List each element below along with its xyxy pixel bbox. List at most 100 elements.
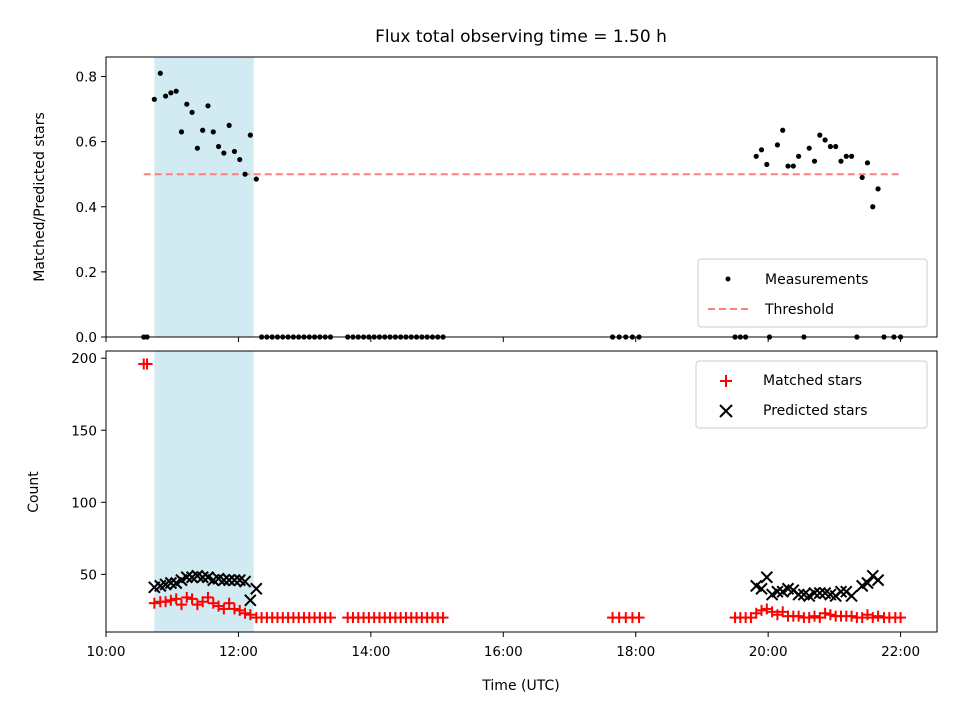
predicted-point-42: [871, 573, 885, 587]
measurement-point-77: [827, 143, 833, 150]
legend-predicted-marker: [719, 404, 733, 418]
matched-point-8: [181, 591, 193, 603]
panel-ratio-y-tick-label-0: 0.0: [76, 330, 97, 346]
panel-count-marks: [138, 358, 907, 624]
measurement-point-20: [247, 132, 253, 138]
matched-point-1: [141, 358, 153, 370]
panel-count-x-axis: 10:00 12:00 14:00 16:00 18:00 20:00 22:00: [87, 632, 920, 660]
panel-ratio-legend: Measurements Threshold: [697, 258, 928, 328]
panel-ratio-ylabel: Matched/Predicted stars: [32, 112, 48, 282]
measurement-point-2: [151, 96, 157, 102]
matched-point-12: [202, 591, 214, 603]
measurement-point-12: [205, 103, 211, 109]
measurement-point-83: [859, 174, 865, 181]
matched-point-77: [819, 607, 831, 619]
matched-point-5: [165, 594, 177, 606]
predicted-point-31: [808, 586, 821, 600]
matched-point-75: [809, 610, 821, 622]
measurement-point-76: [822, 137, 828, 143]
matched-point-78: [824, 609, 836, 621]
panel-count-y-tick-label-1: 100: [71, 495, 97, 511]
predicted-point-13: [217, 573, 231, 587]
panel-ratio: 0.00.20.40.60.8 Matched/Predicted stars …: [32, 56, 938, 346]
panel-count-legend: Matched stars Predicted stars: [695, 360, 928, 429]
matched-point-17: [228, 603, 240, 615]
measurement-point-21: [253, 176, 259, 182]
panel-ratio-x-ticks: [105, 337, 902, 342]
x-tick-label-1: 12:00: [219, 644, 258, 660]
measurement-point-81: [848, 153, 855, 159]
panel-ratio-y-tick-label-1: 0.2: [76, 265, 97, 281]
matched-point-7: [175, 599, 187, 611]
measurement-point-85: [870, 204, 876, 210]
matched-point-16: [223, 597, 235, 609]
matched-point-2: [148, 597, 160, 609]
measurement-point-16: [226, 122, 232, 128]
x-tick-label-5: 20:00: [749, 644, 788, 660]
predicted-point-15: [228, 573, 241, 587]
panel-count-y-tick-label-2: 150: [71, 423, 97, 439]
matched-point-6: [170, 593, 182, 605]
legend-predicted-label: Predicted stars: [763, 403, 868, 419]
legend-threshold-label: Threshold: [764, 302, 834, 318]
chart-title: Flux total observing time = 1.50 h: [375, 27, 667, 47]
measurement-point-71: [796, 153, 802, 159]
measurement-point-84: [864, 160, 871, 166]
predicted-point-14: [222, 573, 236, 587]
panel-count-y-tick-label-0: 50: [80, 567, 97, 583]
measurement-point-19: [242, 171, 248, 177]
predicted-point-22: [760, 571, 774, 584]
predicted-point-19: [250, 582, 263, 595]
panel-ratio-y-tick-label-3: 0.6: [76, 135, 97, 151]
x-axis-label: Time (UTC): [481, 678, 559, 694]
panel-count-frame: [105, 350, 938, 633]
predicted-point-28: [792, 588, 805, 601]
predicted-point-17: [238, 575, 252, 588]
panel-ratio-legend-box: [697, 258, 928, 328]
measurement-point-79: [838, 158, 844, 164]
measurement-point-69: [785, 163, 791, 169]
matched-point-87: [872, 610, 884, 622]
matched-point-54: [437, 612, 449, 624]
panel-count-ylabel: Count: [26, 471, 42, 513]
predicted-point-32: [813, 586, 827, 600]
panel-count-y-axis: 50 100 150 200: [71, 351, 106, 583]
measurement-point-86: [875, 186, 881, 192]
predicted-point-18: [244, 594, 257, 607]
matched-point-4: [160, 596, 172, 608]
panel-ratio-y-axis: 0.0 0.2 0.4 0.6 0.8: [76, 70, 106, 346]
matched-point-15: [218, 603, 230, 615]
measurement-point-64: [758, 147, 765, 153]
legend-matched-label: Matched stars: [763, 373, 862, 389]
legend-measurements-marker: [725, 276, 731, 282]
legend-matched-marker: [720, 375, 732, 387]
matched-point-19: [239, 607, 251, 619]
matched-point-65: [756, 604, 768, 616]
predicted-point-38: [845, 589, 858, 603]
panel-count-y-tick-label-3: 200: [71, 351, 97, 367]
measurement-point-5: [168, 90, 174, 96]
panel-ratio-y-tick-label-2: 0.4: [76, 200, 97, 216]
matched-point-86: [867, 612, 879, 624]
measurement-point-63: [753, 153, 759, 159]
predicted-point-21: [755, 582, 768, 595]
predicted-point-9: [196, 571, 209, 584]
measurement-point-3: [157, 70, 163, 76]
predicted-point-6: [180, 571, 193, 584]
measurement-point-6: [173, 88, 179, 94]
legend-measurements-label: Measurements: [765, 272, 868, 288]
panel-ratio-y-tick-label-4: 0.8: [76, 70, 97, 86]
measurement-point-67: [774, 142, 781, 148]
matched-point-74: [803, 612, 815, 624]
measurement-point-68: [780, 127, 786, 133]
measurement-point-65: [764, 161, 770, 168]
predicted-point-36: [834, 585, 848, 598]
measurement-point-75: [817, 132, 823, 138]
matched-point-82: [846, 610, 858, 622]
panel-ratio-shaded-interval: [154, 57, 254, 337]
predicted-point-3: [164, 576, 178, 590]
panel-ratio-frame: [105, 56, 938, 338]
measurement-point-8: [184, 101, 190, 107]
measurement-point-78: [833, 143, 839, 150]
